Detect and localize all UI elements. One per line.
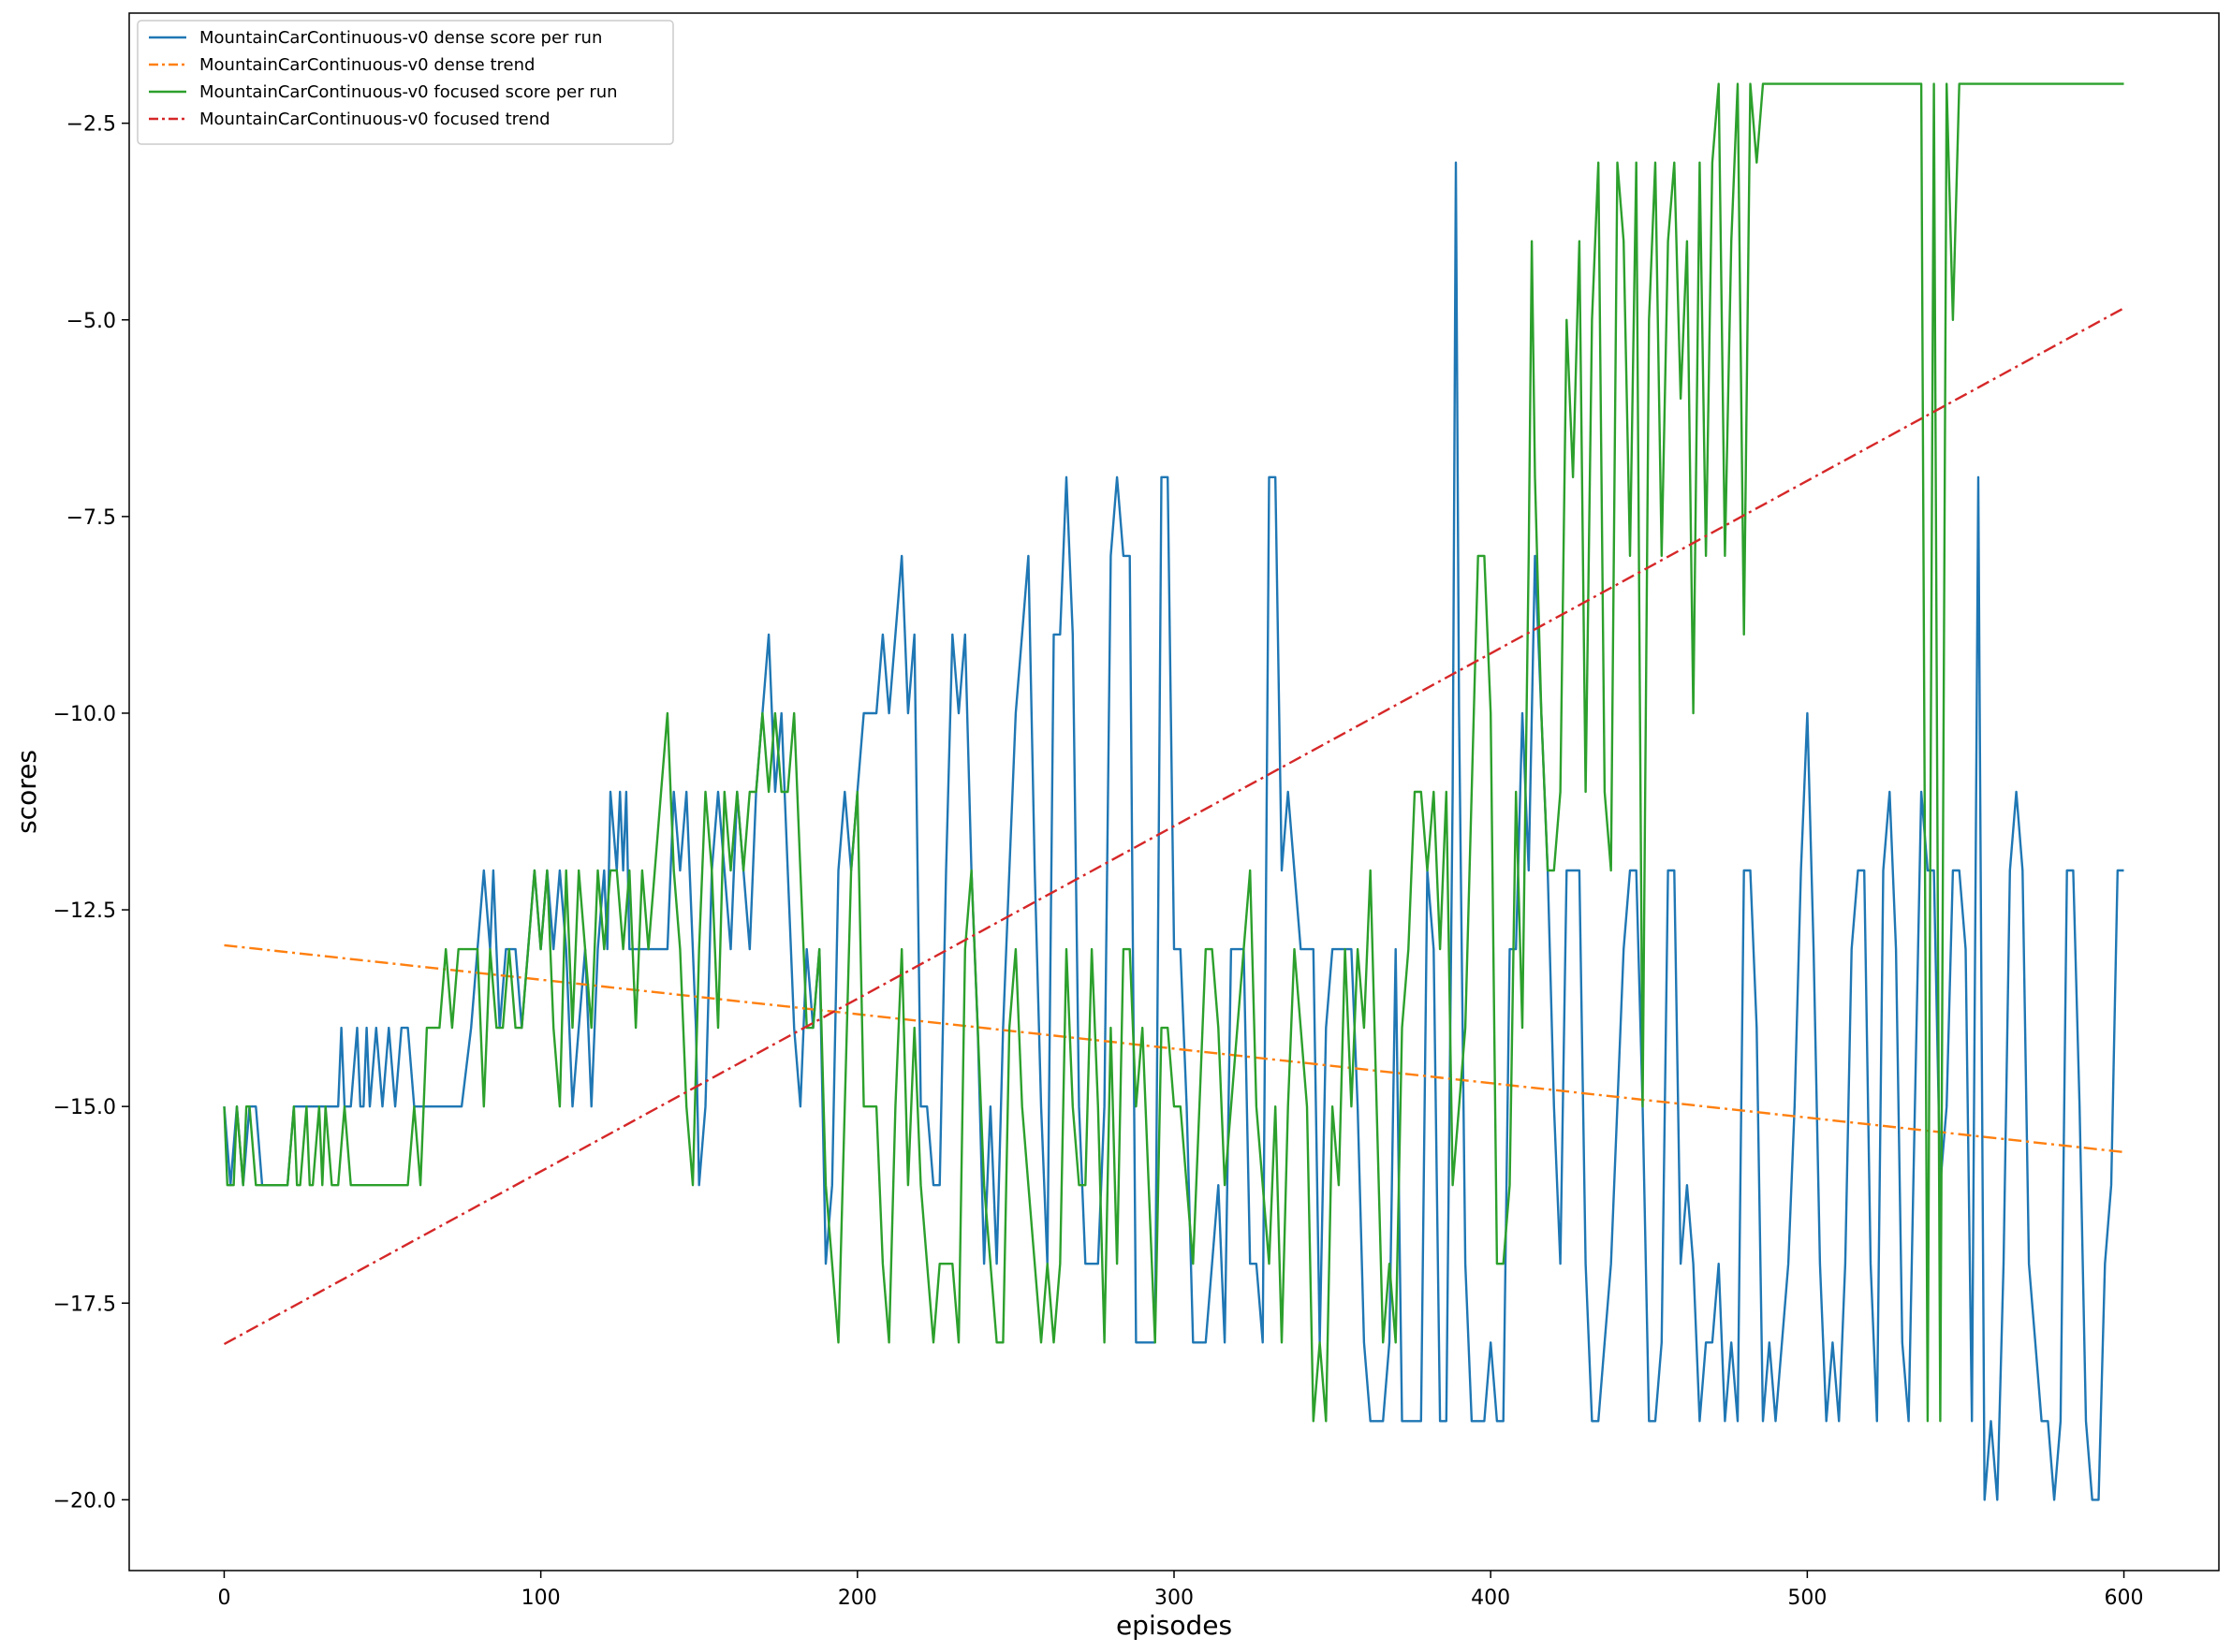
y-tick-label: −2.5 xyxy=(66,113,116,137)
series-line-1 xyxy=(223,161,2124,1501)
y-tick-label: −17.5 xyxy=(53,1293,116,1316)
y-tick-label: −7.5 xyxy=(66,506,116,530)
x-tick-label: 600 xyxy=(2105,1586,2144,1610)
x-tick-label: 100 xyxy=(521,1586,561,1610)
y-tick-label: −20.0 xyxy=(53,1489,116,1513)
y-tick-label: −10.0 xyxy=(53,703,116,726)
legend: MountainCarContinuous-v0 dense score per… xyxy=(137,20,674,145)
legend-label: MountainCarContinuous-v0 dense trend xyxy=(199,55,535,75)
y-axis-ticks: −20.0 −17.5 −15.0 −12.5 −10.0 −7.5 −5.0 −2.5 xyxy=(53,113,129,1513)
series-line-2 xyxy=(224,943,2124,1154)
y-tick-label: −5.0 xyxy=(66,310,116,333)
x-tick-label: 400 xyxy=(1471,1586,1510,1610)
legend-label: MountainCarContinuous-v0 dense score per… xyxy=(199,28,602,48)
series-lines xyxy=(223,82,2125,1501)
y-tick-label: −12.5 xyxy=(53,899,116,923)
series-line-4 xyxy=(223,307,2125,1346)
y-axis-title: scores xyxy=(11,750,42,834)
legend-label: MountainCarContinuous-v0 focused score p… xyxy=(199,82,618,102)
y-tick-label: −15.0 xyxy=(53,1096,116,1119)
legend-box xyxy=(137,20,674,145)
x-tick-label: 0 xyxy=(217,1586,230,1610)
x-axis-title: episodes xyxy=(1116,1610,1232,1641)
x-tick-label: 300 xyxy=(1154,1586,1194,1610)
x-tick-label: 200 xyxy=(838,1586,877,1610)
x-tick-label: 500 xyxy=(1787,1586,1827,1610)
x-axis-ticks: 0 100 200 300 400 500 600 xyxy=(217,1571,2144,1610)
legend-label: MountainCarContinuous-v0 focused trend xyxy=(199,110,551,129)
series-line-3 xyxy=(223,82,2124,1423)
